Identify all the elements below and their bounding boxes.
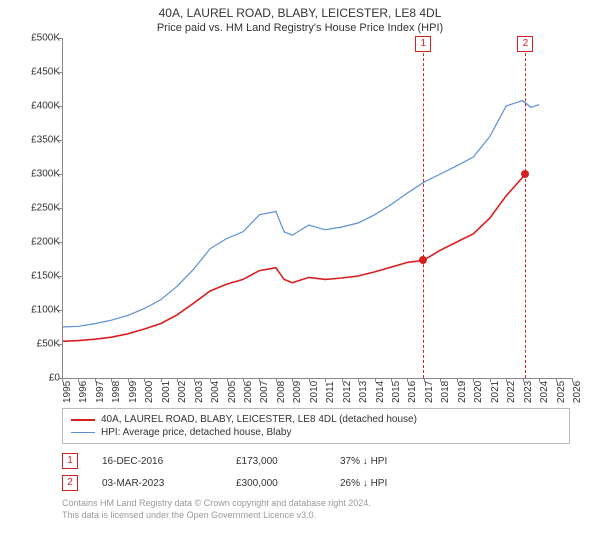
- sale-price: £173,000: [236, 456, 316, 467]
- reference-line: [525, 38, 526, 378]
- chart-title: 40A, LAUREL ROAD, BLABY, LEICESTER, LE8 …: [0, 0, 600, 20]
- y-axis-label: £0: [20, 373, 60, 384]
- reference-badge: 1: [415, 36, 431, 52]
- x-axis-label: 2008: [276, 381, 287, 403]
- sale-marker: [521, 170, 529, 178]
- legend-item: 40A, LAUREL ROAD, BLABY, LEICESTER, LE8 …: [71, 413, 561, 426]
- footer: Contains HM Land Registry data © Crown c…: [0, 494, 600, 521]
- sale-row: 1 16-DEC-2016 £173,000 37% ↓ HPI: [0, 450, 600, 472]
- y-axis-label: £150K: [20, 271, 60, 282]
- y-tick: [58, 174, 62, 175]
- footer-line2: This data is licensed under the Open Gov…: [62, 510, 570, 522]
- x-axis-label: 2010: [309, 381, 320, 403]
- x-axis-label: 2011: [325, 381, 336, 403]
- x-axis-label: 2026: [572, 381, 583, 403]
- sale-marker: [419, 256, 427, 264]
- sale-delta: 37% ↓ HPI: [340, 456, 387, 467]
- y-axis-label: £200K: [20, 237, 60, 248]
- reference-line: [423, 38, 424, 378]
- reference-badge: 2: [517, 36, 533, 52]
- x-axis-label: 1996: [78, 381, 89, 403]
- footer-line1: Contains HM Land Registry data © Crown c…: [62, 498, 570, 510]
- x-axis-label: 2009: [292, 381, 303, 403]
- y-tick: [58, 276, 62, 277]
- x-axis-label: 2019: [457, 381, 468, 403]
- legend-label: HPI: Average price, detached house, Blab…: [101, 427, 292, 438]
- y-tick: [58, 38, 62, 39]
- x-axis-label: 2001: [161, 381, 172, 403]
- y-axis-label: £50K: [20, 339, 60, 350]
- legend: 40A, LAUREL ROAD, BLABY, LEICESTER, LE8 …: [62, 408, 570, 444]
- y-tick: [58, 72, 62, 73]
- x-axis-label: 2020: [473, 381, 484, 403]
- x-axis-label: 2021: [490, 381, 501, 403]
- x-axis-label: 2004: [210, 381, 221, 403]
- y-tick: [58, 106, 62, 107]
- sales-list: 1 16-DEC-2016 £173,000 37% ↓ HPI 2 03-MAR-202…: [0, 450, 600, 494]
- x-axis-label: 2025: [556, 381, 567, 403]
- x-axis-label: 2007: [259, 381, 270, 403]
- x-axis-label: 2014: [375, 381, 386, 403]
- x-axis-label: 2005: [227, 381, 238, 403]
- legend-swatch: [71, 432, 95, 433]
- y-axis-label: £500K: [20, 33, 60, 44]
- x-axis-label: 2012: [342, 381, 353, 403]
- x-axis-label: 2006: [243, 381, 254, 403]
- y-axis-label: £400K: [20, 101, 60, 112]
- y-axis-label: £250K: [20, 203, 60, 214]
- y-tick: [58, 208, 62, 209]
- plot-border: [62, 38, 573, 379]
- x-axis-label: 2016: [407, 381, 418, 403]
- x-axis-label: 2003: [194, 381, 205, 403]
- x-axis-label: 2018: [440, 381, 451, 403]
- x-axis-label: 2024: [539, 381, 550, 403]
- y-axis-label: £450K: [20, 67, 60, 78]
- legend-item: HPI: Average price, detached house, Blab…: [71, 426, 561, 439]
- sale-badge: 2: [62, 475, 78, 491]
- x-axis-label: 1999: [128, 381, 139, 403]
- y-axis-label: £100K: [20, 305, 60, 316]
- sale-delta: 26% ↓ HPI: [340, 478, 387, 489]
- x-axis-label: 2013: [358, 381, 369, 403]
- sale-date: 16-DEC-2016: [102, 456, 212, 467]
- y-tick: [58, 310, 62, 311]
- y-axis-label: £350K: [20, 135, 60, 146]
- x-axis-label: 1998: [111, 381, 122, 403]
- y-axis-label: £300K: [20, 169, 60, 180]
- y-tick: [58, 344, 62, 345]
- sale-row: 2 03-MAR-2023 £300,000 26% ↓ HPI: [0, 472, 600, 494]
- x-axis-label: 2015: [391, 381, 402, 403]
- y-tick: [58, 242, 62, 243]
- chart-subtitle: Price paid vs. HM Land Registry's House …: [0, 20, 600, 38]
- sale-date: 03-MAR-2023: [102, 478, 212, 489]
- x-axis-label: 2023: [523, 381, 534, 403]
- x-axis-label: 2002: [177, 381, 188, 403]
- legend-label: 40A, LAUREL ROAD, BLABY, LEICESTER, LE8 …: [101, 414, 417, 425]
- legend-swatch: [71, 419, 95, 421]
- plot-area: £0£50K£100K£150K£200K£250K£300K£350K£400…: [62, 38, 572, 378]
- x-axis-label: 2022: [506, 381, 517, 403]
- sale-badge: 1: [62, 453, 78, 469]
- y-tick: [58, 140, 62, 141]
- chart: £0 £50K £100K £150K £200K £250K £300K £350K £400…: [20, 38, 580, 408]
- x-axis-label: 2000: [144, 381, 155, 403]
- x-axis-label: 2017: [424, 381, 435, 403]
- sale-price: £300,000: [236, 478, 316, 489]
- x-axis-label: 1997: [95, 381, 106, 403]
- x-axis-label: 1995: [62, 381, 73, 403]
